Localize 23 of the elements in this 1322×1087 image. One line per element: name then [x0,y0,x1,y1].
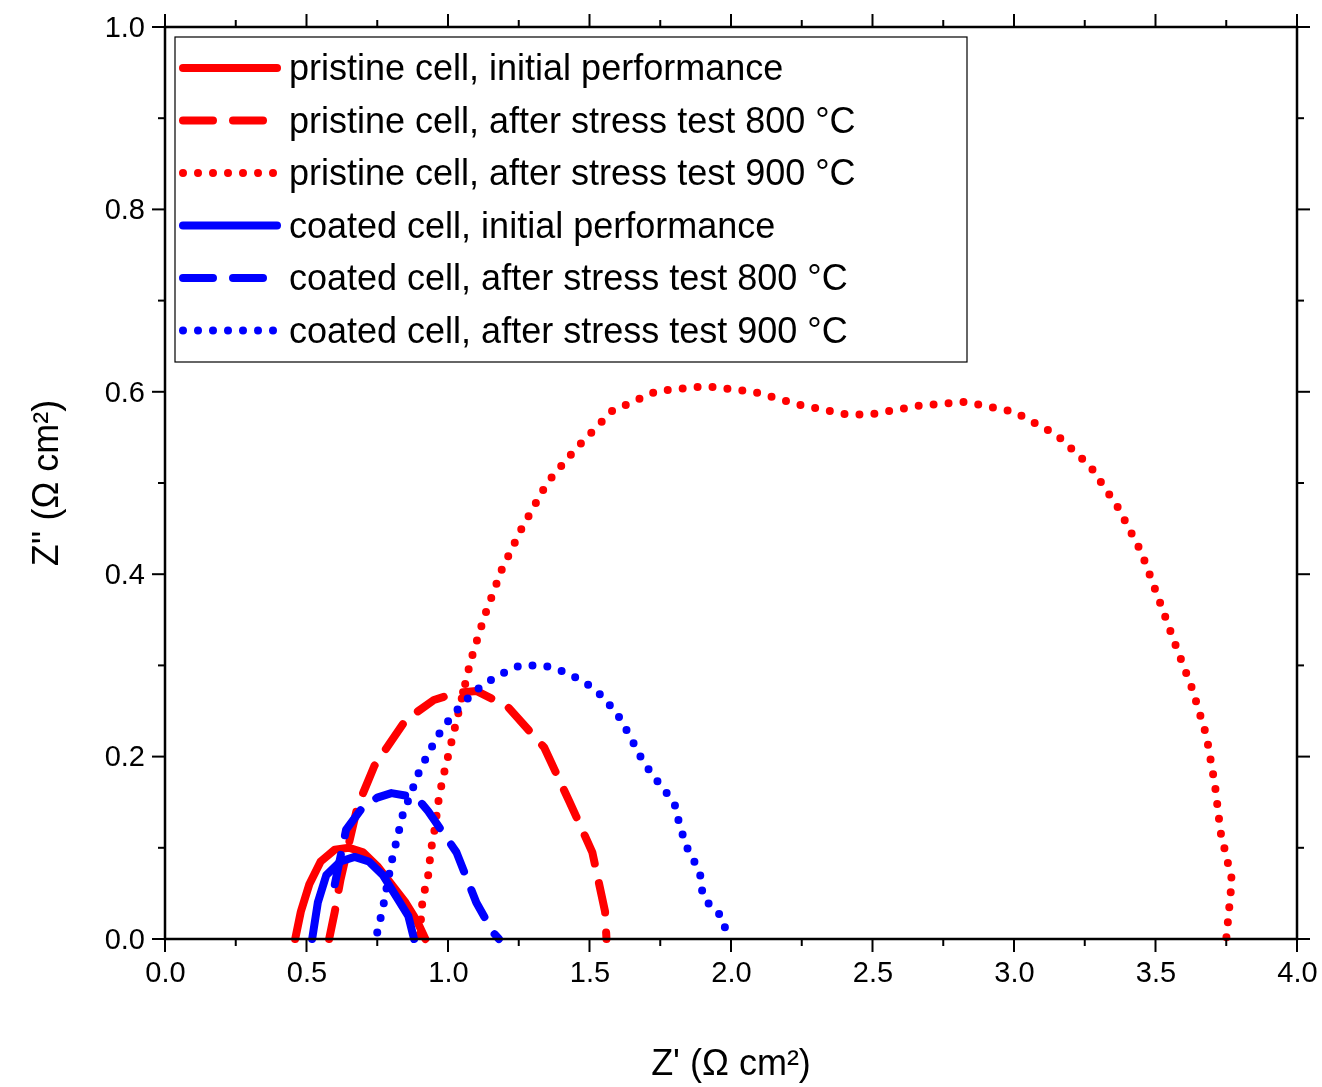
y-axis-title: Z'' (Ω cm²) [25,399,66,567]
x-tick-label: 3.5 [1135,955,1177,988]
legend-label: coated cell, after stress test 900 °C [289,309,848,351]
x-tick-label: 2.5 [852,955,894,988]
legend-label: pristine cell, after stress test 900 °C [289,152,856,193]
x-tick-label: 0.5 [286,955,328,988]
y-tick-label: 1.0 [104,10,145,43]
x-tick-label: 1.0 [428,955,469,988]
y-tick-label: 0.8 [104,193,145,226]
x-tick-label: 3.0 [994,955,1035,988]
x-axis-title: Z' (Ω cm²) [651,1042,811,1083]
x-tick-label: 4.0 [1277,955,1318,988]
legend-label: coated cell, after stress test 800 °C [289,257,848,298]
x-tick-label: 0.0 [145,955,186,988]
x-tick-label: 1.5 [569,955,611,988]
x-tick-label: 2.0 [711,955,752,988]
y-tick-label: 0.0 [104,922,145,955]
legend-label: pristine cell, after stress test 800 °C [289,99,856,141]
legend-label: pristine cell, initial performance [289,47,784,88]
y-tick-label: 0.4 [104,557,145,590]
legend-label: coated cell, initial performance [289,204,776,246]
y-tick-label: 0.2 [104,740,145,773]
y-tick-label: 0.6 [104,375,145,408]
